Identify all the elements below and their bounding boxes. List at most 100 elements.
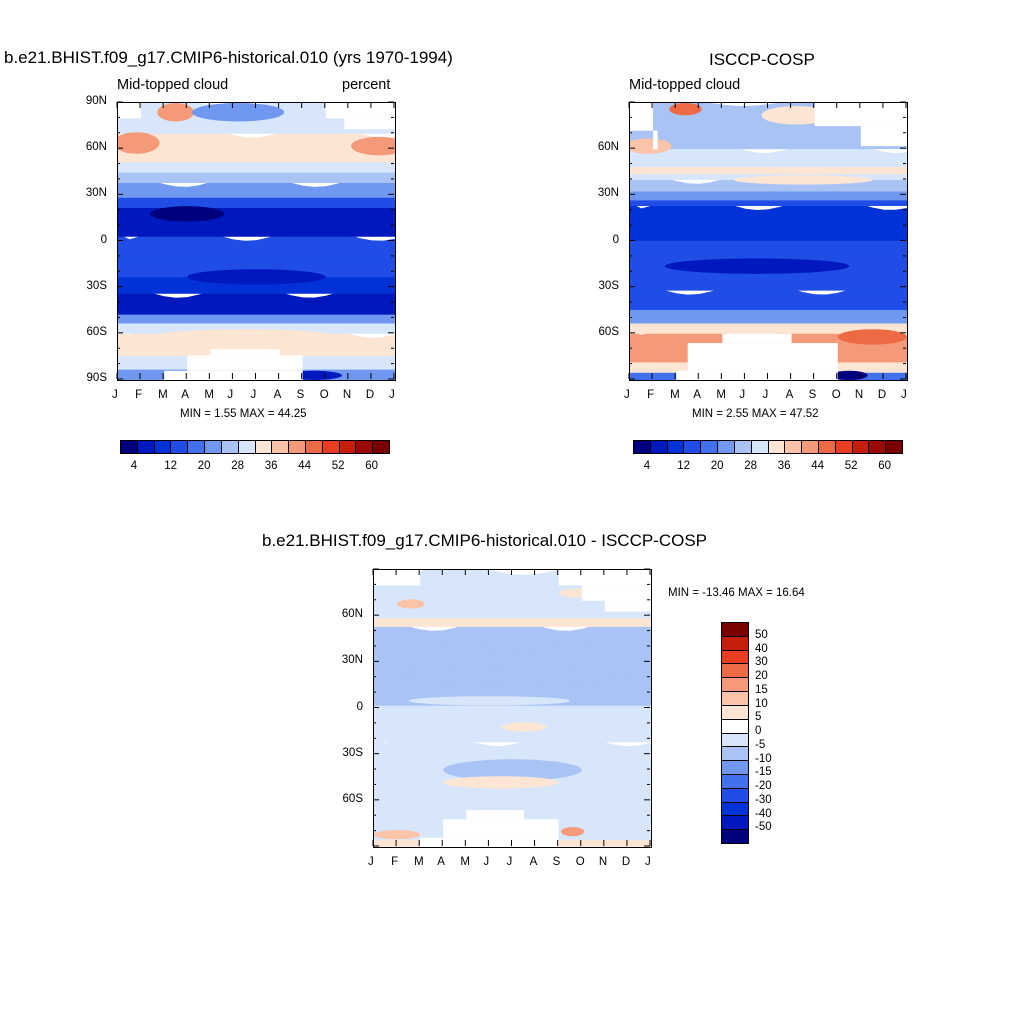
panel2-axes: J F M A M J J A S O N D J 60N 30N 0 30S 60S xyxy=(598,101,908,401)
panel1-min-max: MIN = 1.55 MAX = 44.25 xyxy=(180,408,307,420)
panel3-month-label: D xyxy=(621,856,631,868)
panel1-month-label: D xyxy=(365,389,375,401)
panel1-missing-data xyxy=(344,118,395,130)
panel1-contour-blob xyxy=(157,103,195,122)
panel2-missing-data xyxy=(653,130,658,150)
panel3-missing-data xyxy=(604,600,651,612)
panel2-missing-data xyxy=(860,126,907,147)
panel2-lat-label: 60N xyxy=(597,141,619,154)
panel2-lat-label: 60S xyxy=(598,325,619,338)
colorbar-swatch xyxy=(667,441,685,453)
colorbar-swatch xyxy=(722,830,748,843)
colorbar-swatch xyxy=(289,441,306,453)
panel2-contour-band xyxy=(630,298,907,324)
panel3-month-label: J xyxy=(506,856,513,868)
colorbar-swatch xyxy=(205,441,222,453)
colorbar-tick-label: 44 xyxy=(298,460,312,472)
colorbar-swatch xyxy=(722,692,748,706)
panel3-missing-data xyxy=(581,585,651,601)
colorbar-tick-label: 52 xyxy=(844,460,858,472)
panel3-missing-data xyxy=(374,570,421,586)
colorbar-tick-label: 5 xyxy=(755,711,762,724)
panel3-colorbar xyxy=(721,622,749,844)
panel1-month-label: O xyxy=(319,389,329,401)
panel3-lat-label: 30N xyxy=(341,654,363,667)
colorbar-swatch xyxy=(339,441,357,453)
colorbar-tick-label: 20 xyxy=(710,460,724,472)
colorbar-swatch xyxy=(852,441,870,453)
panel3-month-label: M xyxy=(414,856,424,868)
panel1-lat-label: 60N xyxy=(85,141,107,154)
colorbar-swatch xyxy=(722,802,748,817)
panel3-missing-data xyxy=(420,837,559,847)
colorbar-swatch xyxy=(305,441,323,453)
panel3-tick-marks xyxy=(372,568,651,847)
panel3-month-label: J xyxy=(368,856,374,868)
panel3-colorbar-labels: 50 40 30 20 15 10 5 0 -5 -10 -15 -20 -30 -40 -50 xyxy=(755,622,795,844)
panel1-contour-blob xyxy=(351,136,395,156)
panel3-contour-blob xyxy=(431,630,594,649)
panel3-contour-blob xyxy=(408,696,571,706)
panel1-colorbar xyxy=(120,440,390,454)
colorbar-swatch xyxy=(121,441,138,453)
panel2-lat-label: 30S xyxy=(598,279,619,292)
colorbar-swatch xyxy=(722,774,748,789)
panel3-contour-blob xyxy=(408,742,501,761)
panel3-month-label: F xyxy=(391,856,399,868)
panel1-contour-band xyxy=(118,283,395,315)
panel2-month-label: A xyxy=(693,389,701,401)
colorbar-swatch xyxy=(722,678,748,693)
colorbar-swatch xyxy=(734,441,752,453)
panel3-contour-blob xyxy=(397,665,628,684)
colorbar-swatch xyxy=(701,441,719,453)
colorbar-swatch xyxy=(722,733,748,748)
panel3-month-label: J xyxy=(483,856,490,868)
panel2-tick-marks xyxy=(628,101,907,380)
panel2-month-label: D xyxy=(877,389,887,401)
panel3-month-label: A xyxy=(529,856,538,868)
colorbar-tick-label: 12 xyxy=(164,460,178,472)
panel1-lat-label: 60S xyxy=(86,325,107,338)
colorbar-swatch xyxy=(818,441,836,453)
panel3-contour-blob xyxy=(560,826,585,837)
colorbar-swatch xyxy=(650,441,668,453)
panel3-month-label: O xyxy=(575,856,585,868)
panel1-lat-label: 30N xyxy=(85,187,107,200)
colorbar-tick-label: 0 xyxy=(755,725,762,737)
panel3-month-label: A xyxy=(437,856,445,868)
panel3-lat-label: 30S xyxy=(342,746,363,759)
panel2-month-label: O xyxy=(831,389,841,401)
panel1-month-label: S xyxy=(296,389,305,401)
panel1-tick-marks xyxy=(116,101,395,380)
panel2-month-label: N xyxy=(854,389,864,401)
colorbar-tick-label: 4 xyxy=(130,460,138,472)
panel3-contour-blob xyxy=(397,599,425,609)
colorbar-swatch xyxy=(255,441,273,453)
panel1-missing-data xyxy=(325,103,395,119)
colorbar-swatch xyxy=(718,441,735,453)
panel2-month-label: S xyxy=(808,389,817,401)
panel2-field xyxy=(630,103,907,380)
colorbar-swatch xyxy=(722,816,748,831)
panel1-month-label: A xyxy=(181,389,189,401)
colorbar-swatch xyxy=(722,788,748,803)
colorbar-swatch xyxy=(272,441,290,453)
panel2-left-label: Mid-topped cloud xyxy=(629,77,741,93)
panel2-contour-blob xyxy=(669,103,702,116)
colorbar-tick-label: 28 xyxy=(744,460,758,472)
colorbar-tick-label: -20 xyxy=(755,780,772,792)
panel3-plot-area xyxy=(373,569,652,848)
colorbar-swatch xyxy=(722,623,748,637)
panel1-lat-label: 0 xyxy=(100,233,107,246)
panel3-month-label: J xyxy=(645,856,651,868)
colorbar-tick-label: -5 xyxy=(755,738,766,751)
panel1-missing-data xyxy=(210,349,280,356)
panel2-contour-blob xyxy=(761,106,831,125)
panel1-lat-label: 30S xyxy=(86,279,107,292)
panel1-month-label: M xyxy=(204,389,214,401)
panel1-month-label: J xyxy=(389,389,395,401)
colorbar-tick-label: 20 xyxy=(755,670,768,682)
panel2-month-label: M xyxy=(670,389,680,401)
panel1-contour-blob xyxy=(191,103,285,122)
colorbar-swatch xyxy=(188,441,206,453)
